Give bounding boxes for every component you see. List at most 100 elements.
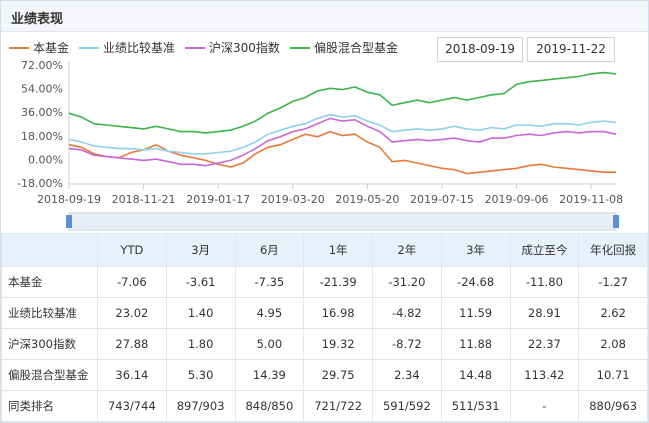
legend-label: 沪深300指数 (209, 41, 280, 55)
column-header: YTD (97, 233, 167, 267)
y-tick-label: 36.00% (21, 106, 63, 119)
table-cell: -3.61 (165, 266, 236, 298)
table-cell: 14.39 (234, 359, 305, 391)
table-cell: 591/592 (372, 390, 442, 422)
y-tick-label: 54.00% (21, 83, 63, 96)
table-cell: 19.32 (303, 328, 373, 360)
table-cell: 22.37 (509, 328, 580, 360)
y-tick-label: 0.00% (28, 153, 63, 166)
table-cell: 113.42 (509, 359, 580, 391)
table-cell: 5.30 (165, 359, 236, 391)
table-cell: -11.80 (509, 266, 580, 298)
table-cell: -7.35 (234, 266, 305, 298)
table-row: 本基金 -7.06 -3.61 -7.35 -21.39 -31.20 -24.68 -11.… (1, 266, 648, 298)
legend-label: 本基金 (33, 41, 70, 55)
legend-swatch (79, 46, 100, 49)
x-tick-label: 2018-11-21 (112, 193, 176, 206)
y-tick-label: 18.00% (21, 130, 63, 143)
table-cell: -7.06 (97, 266, 167, 298)
x-tick-label: 2019-03-20 (261, 193, 325, 206)
x-tick-label: 2018-09-19 (37, 193, 101, 206)
navigator-handle[interactable] (66, 215, 72, 228)
table-cell: 27.88 (97, 328, 167, 360)
header-bar: 业绩表现 (1, 1, 648, 32)
legend-swatch (289, 46, 310, 49)
table-row: 业绩比较基准 23.02 1.40 4.95 16.98 -4.82 11.59 28.91 2… (1, 297, 648, 329)
table-cell: 743/744 (97, 390, 167, 422)
table-cell: 2.34 (372, 359, 442, 391)
table-cell: 848/850 (234, 390, 305, 422)
column-header: 2年 (372, 233, 442, 267)
legend: 本基金 业绩比较基准 沪深300指数 偏股混合型基金 (9, 39, 398, 56)
table-cell: -8.72 (372, 328, 442, 360)
row-label: 业绩比较基准 (1, 297, 98, 329)
navigator-handle[interactable] (613, 215, 619, 228)
row-label: 本基金 (1, 266, 98, 298)
table-cell: -4.82 (372, 297, 442, 329)
table-cell: 28.91 (509, 297, 580, 329)
column-header: 3年 (440, 233, 511, 267)
table-cell: 1.80 (165, 328, 236, 360)
navigator (68, 212, 617, 231)
row-label: 沪深300指数 (1, 328, 98, 360)
table-row: 沪深300指数 27.88 1.80 5.00 19.32 -8.72 11.88 22.37… (1, 328, 648, 360)
table-cell: 880/963 (578, 390, 648, 422)
table-cell: 11.59 (440, 297, 511, 329)
table-cell: -1.27 (578, 266, 648, 298)
legend-label: 偏股混合型基金 (313, 41, 398, 55)
table-cell: 2.08 (578, 328, 648, 360)
legend-item: 本基金 (9, 39, 69, 56)
table-cell: 36.14 (97, 359, 167, 391)
chart: 72.00% 54.00% 36.00% 18.00% 0.00% -18.00% 2018… (17, 59, 623, 231)
table-row: 同类排名 743/744 897/903 848/850 721/722 591/592 5… (1, 390, 648, 422)
legend-swatch (9, 46, 29, 49)
table-cell: 5.00 (234, 328, 305, 360)
table-cell: 10.71 (578, 359, 648, 391)
header-title: 业绩表现 (11, 12, 64, 27)
series-line (68, 130, 616, 175)
table-cell: - (509, 390, 580, 422)
table-cell: 1.40 (165, 297, 236, 329)
legend-item: 偏股混合型基金 (289, 39, 398, 56)
column-header: 年化回报 (578, 233, 648, 267)
table-corner (1, 233, 98, 267)
table-cell: 2.62 (578, 297, 648, 329)
table-cell: 23.02 (97, 297, 167, 329)
x-tick-label: 2019-11-08 (559, 193, 623, 206)
x-tick-label: 2019-07-15 (410, 193, 474, 206)
table-cell: 721/722 (303, 390, 373, 422)
table-cell: -21.39 (303, 266, 373, 298)
series-line (68, 113, 617, 155)
legend-swatch (185, 46, 206, 49)
table-cell: 4.95 (234, 297, 305, 329)
column-header: 成立至今 (509, 233, 580, 267)
table-cell: 16.98 (303, 297, 373, 329)
table-cell: 29.75 (303, 359, 373, 391)
table-cell: -24.68 (440, 266, 511, 298)
column-header: 6月 (234, 233, 305, 267)
row-label: 偏股混合型基金 (1, 359, 98, 391)
x-tick-label: 2019-01-17 (186, 193, 250, 206)
table-cell: 14.48 (440, 359, 511, 391)
start-date-input[interactable]: 2018-09-19 (437, 37, 523, 62)
x-tick-label: 2019-05-20 (335, 193, 399, 206)
table-cell: 897/903 (165, 390, 236, 422)
legend-item: 沪深300指数 (185, 39, 280, 56)
row-label: 同类排名 (1, 390, 98, 422)
legend-item: 业绩比较基准 (79, 39, 175, 56)
x-tick-label: 2019-09-06 (485, 193, 549, 206)
series-line (68, 117, 617, 167)
column-header: 3月 (165, 233, 236, 267)
column-header: 1年 (303, 233, 373, 267)
y-tick-label: 72.00% (21, 59, 63, 72)
table-cell: -31.20 (372, 266, 442, 298)
table-cell: 511/531 (440, 390, 511, 422)
y-tick-label: -18.00% (17, 177, 63, 190)
legend-label: 业绩比较基准 (103, 41, 176, 55)
table-cell: 11.88 (440, 328, 511, 360)
end-date-input[interactable]: 2019-11-22 (527, 37, 615, 62)
table-row: 偏股混合型基金 36.14 5.30 14.39 29.75 2.34 14.48 113.4… (1, 359, 648, 391)
performance-table: YTD 3月 6月 1年 2年 3年 成立至今 年化回报 本基金 -7.06 -3.61 -7.35-… (1, 233, 648, 422)
series-line (68, 71, 617, 134)
